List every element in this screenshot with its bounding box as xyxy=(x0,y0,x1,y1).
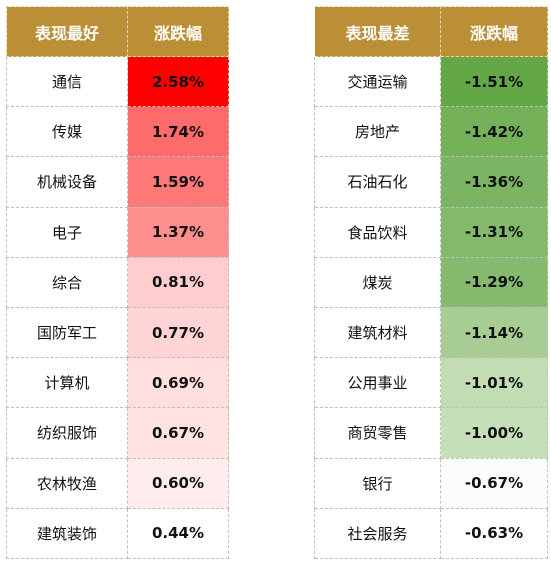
worst-industry-cell: 交通运输 xyxy=(314,55,441,108)
best-industry-cell: 电子 xyxy=(6,206,128,258)
worst-industry-cell: 商贸零售 xyxy=(314,407,441,459)
worst-change-cell: -1.29% xyxy=(440,256,548,308)
best-change-cell: 1.59% xyxy=(127,156,229,208)
table-row: 国防军工 0.77% 建筑材料 -1.14% xyxy=(6,306,548,359)
table-row: 机械设备 1.59% 石油石化 -1.36% xyxy=(6,156,548,208)
column-gap xyxy=(228,257,315,308)
best-industry-cell: 综合 xyxy=(6,256,128,308)
best-change-cell: 1.37% xyxy=(127,206,229,258)
worst-industry-cell: 房地产 xyxy=(314,106,441,158)
industry-performance-panel: 表现最好 涨跌幅 表现最差 涨跌幅 通信 2.58% 交通运输 -1.51% 传媒 1.7… xyxy=(6,6,548,559)
worst-industry-cell: 石油石化 xyxy=(314,156,441,208)
table-row: 通信 2.58% 交通运输 -1.51% xyxy=(6,55,548,108)
worst-industry-cell: 食品饮料 xyxy=(314,206,441,258)
best-change-cell: 1.74% xyxy=(127,106,229,158)
table-header: 表现最好 涨跌幅 表现最差 涨跌幅 xyxy=(6,6,548,57)
worst-change-cell: -1.42% xyxy=(440,106,548,158)
table-row: 传媒 1.74% 房地产 -1.42% xyxy=(6,106,548,158)
best-change-cell: 0.69% xyxy=(127,357,229,409)
best-industry-cell: 纺织服饰 xyxy=(6,407,128,459)
table-row: 电子 1.37% 食品饮料 -1.31% xyxy=(6,206,548,258)
worst-change-cell: -0.67% xyxy=(440,457,548,509)
column-gap xyxy=(228,357,315,408)
column-gap xyxy=(228,458,315,509)
worst-industry-cell: 银行 xyxy=(314,457,441,509)
column-gap xyxy=(228,6,315,57)
worst-change-cell: -1.51% xyxy=(440,55,548,108)
worst-industry-cell: 建筑材料 xyxy=(314,306,441,359)
column-gap xyxy=(228,56,315,107)
best-industry-cell: 国防军工 xyxy=(6,306,128,359)
column-gap xyxy=(228,407,315,458)
best-change-cell: 0.67% xyxy=(127,407,229,459)
column-gap xyxy=(228,106,315,157)
best-industry-cell: 通信 xyxy=(6,55,128,108)
best-industry-cell: 建筑装饰 xyxy=(6,507,128,559)
best-industry-cell: 计算机 xyxy=(6,357,128,409)
worst-change-cell: -1.14% xyxy=(440,306,548,359)
best-change-cell: 0.44% xyxy=(127,507,229,559)
best-industry-cell: 机械设备 xyxy=(6,156,128,208)
header-best-change: 涨跌幅 xyxy=(127,6,229,57)
table-body: 通信 2.58% 交通运输 -1.51% 传媒 1.74% 房地产 -1.42% 机械设备 1.5… xyxy=(6,55,548,559)
industry-performance-table: 表现最好 涨跌幅 表现最差 涨跌幅 通信 2.58% 交通运输 -1.51% 传媒 1.7… xyxy=(6,6,548,559)
best-change-cell: 0.81% xyxy=(127,256,229,308)
best-change-cell: 0.77% xyxy=(127,306,229,359)
table-row: 建筑装饰 0.44% 社会服务 -0.63% xyxy=(6,507,548,559)
header-worst-change: 涨跌幅 xyxy=(440,6,548,57)
best-industry-cell: 传媒 xyxy=(6,106,128,158)
table-row: 农林牧渔 0.60% 银行 -0.67% xyxy=(6,457,548,509)
worst-industry-cell: 煤炭 xyxy=(314,256,441,308)
column-gap xyxy=(228,207,315,258)
worst-change-cell: -1.36% xyxy=(440,156,548,208)
table-row: 计算机 0.69% 公用事业 -1.01% xyxy=(6,357,548,409)
best-change-cell: 2.58% xyxy=(127,55,229,108)
header-row: 表现最好 涨跌幅 表现最差 涨跌幅 xyxy=(6,6,548,57)
column-gap xyxy=(228,307,315,358)
worst-change-cell: -0.63% xyxy=(440,507,548,559)
worst-change-cell: -1.01% xyxy=(440,357,548,409)
worst-change-cell: -1.31% xyxy=(440,206,548,258)
table-row: 纺织服饰 0.67% 商贸零售 -1.00% xyxy=(6,407,548,459)
best-industry-cell: 农林牧渔 xyxy=(6,457,128,509)
worst-change-cell: -1.00% xyxy=(440,407,548,459)
table-row: 综合 0.81% 煤炭 -1.29% xyxy=(6,256,548,308)
column-gap xyxy=(228,156,315,208)
header-best: 表现最好 xyxy=(6,6,128,57)
worst-industry-cell: 公用事业 xyxy=(314,357,441,409)
header-worst: 表现最差 xyxy=(314,6,441,57)
worst-industry-cell: 社会服务 xyxy=(314,507,441,559)
column-gap xyxy=(228,508,315,559)
best-change-cell: 0.60% xyxy=(127,457,229,509)
